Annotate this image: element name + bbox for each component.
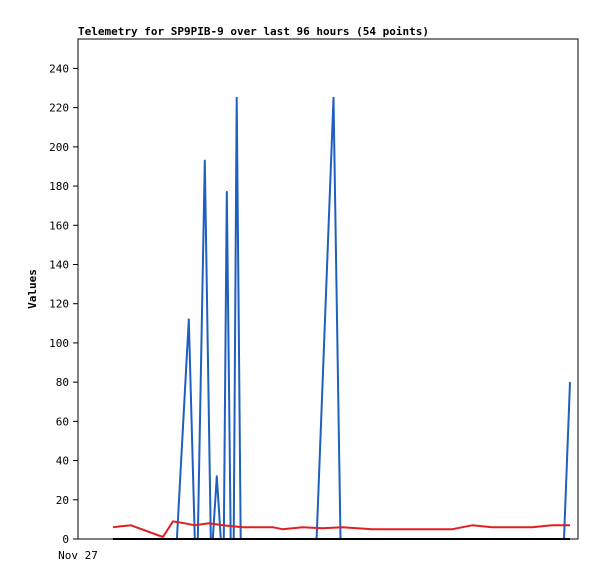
series-line-1 [113,96,571,540]
chart-title: Telemetry for SP9PIB-9 over last 96 hour… [78,25,429,38]
plot-frame [77,38,579,540]
y-tick-label: 140 [49,258,69,271]
y-tick-label: 0 [62,533,69,546]
x-tick-label: Nov 27 [58,549,98,562]
y-axis: 0 20 40 60 80 100 120 140 160 180 200 220 240 [49,62,78,546]
y-tick-label: 40 [56,455,69,468]
y-tick-label: 240 [49,62,69,75]
y-tick-label: 100 [49,337,69,350]
series-layer [112,96,571,540]
y-tick-label: 160 [49,219,69,232]
y-tick-label: 20 [56,494,69,507]
x-axis: Nov 27 [58,549,98,562]
y-tick-label: 120 [49,298,69,311]
series-line-2 [112,520,570,538]
y-tick-label: 200 [49,141,69,154]
y-axis-label: Values [26,269,39,309]
y-tick-label: 80 [56,376,69,389]
y-tick-label: 180 [49,180,69,193]
y-tick-label: 60 [56,415,69,428]
y-tick-label: 220 [49,102,69,115]
